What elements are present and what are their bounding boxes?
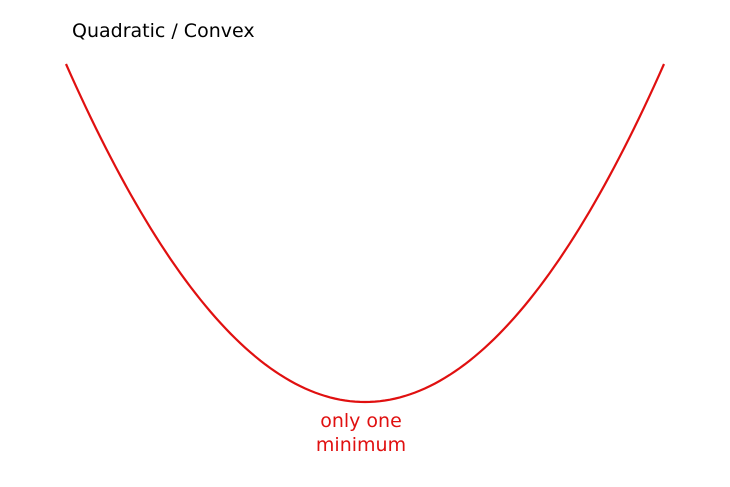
- diagram-title: Quadratic / Convex: [72, 20, 255, 42]
- parabola-curve: [64, 63, 666, 404]
- annotation-line-2: minimum: [315, 434, 407, 456]
- minimum-annotation: only one minimum: [311, 409, 411, 457]
- annotation-line-1: only one: [320, 410, 402, 432]
